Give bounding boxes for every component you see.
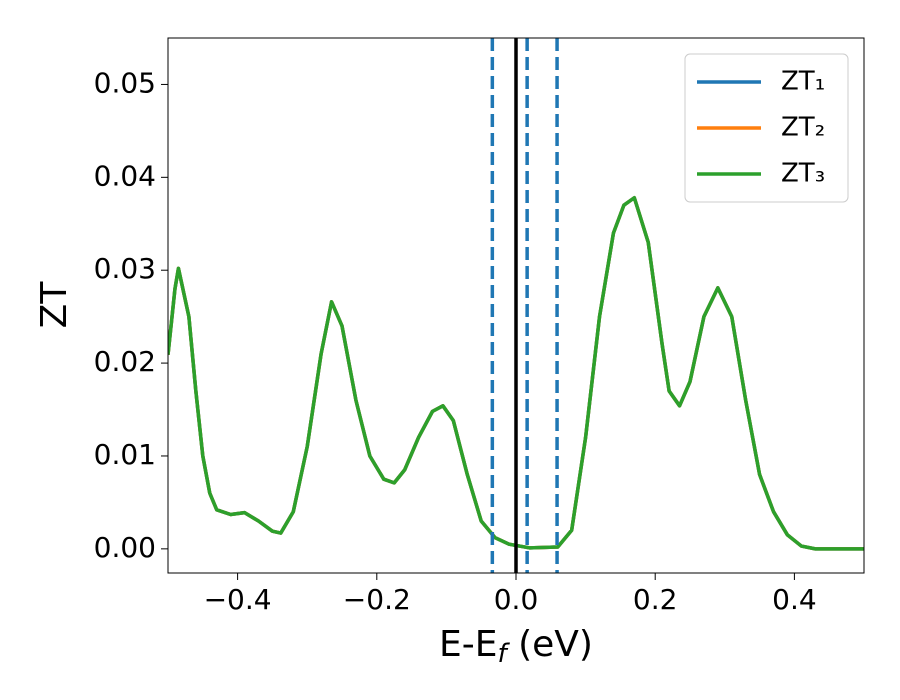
- x-label-part: (eV): [507, 624, 593, 665]
- legend-box: [684, 53, 849, 203]
- x-axis-label: E-Ef (eV): [439, 624, 593, 669]
- legend-label: ZT₁: [781, 67, 825, 97]
- y-tick-label: 0.00: [94, 531, 156, 564]
- y-tick-label: 0.04: [94, 159, 156, 192]
- x-tick-label: −0.4: [204, 583, 272, 616]
- y-tick-label: 0.03: [94, 252, 156, 285]
- x-label-part: E-E: [439, 624, 497, 665]
- x-tick-label: 0.0: [494, 583, 539, 616]
- y-tick-label: 0.01: [94, 438, 156, 471]
- x-tick-label: −0.2: [343, 583, 411, 616]
- legend-label: ZT₂: [781, 113, 825, 143]
- y-tick-label: 0.05: [94, 66, 156, 99]
- y-axis-label: ZT: [34, 281, 75, 329]
- x-tick-label: 0.4: [772, 583, 817, 616]
- y-tick-label: 0.02: [94, 345, 156, 378]
- legend-label: ZT₃: [781, 159, 825, 189]
- line-series: [168, 196, 864, 551]
- x-tick-label: 0.2: [633, 583, 678, 616]
- plot-frame: [167, 37, 865, 574]
